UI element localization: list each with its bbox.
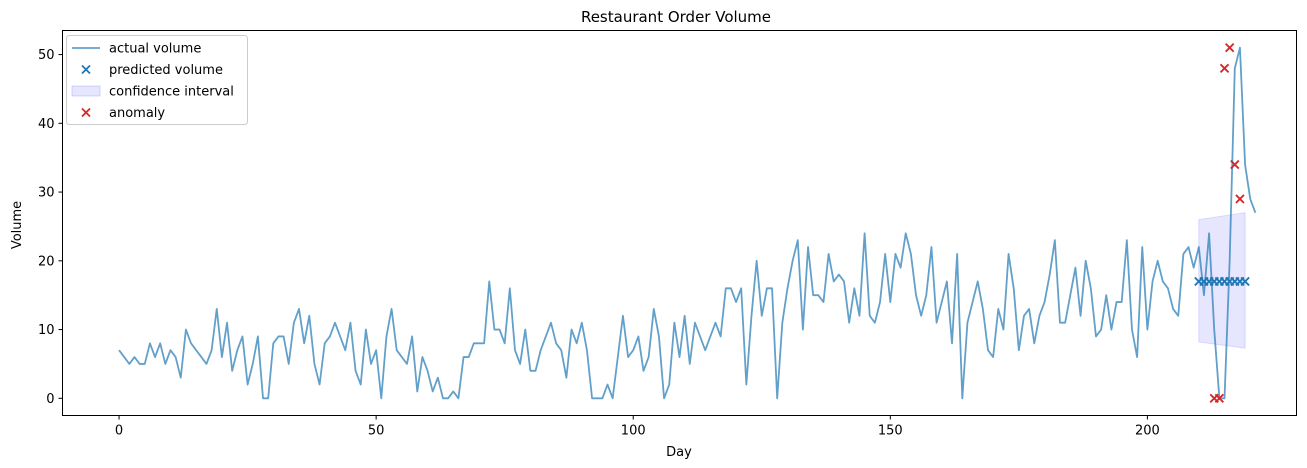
y-tick-label: 40 <box>38 117 55 132</box>
predicted-volume-point <box>1240 276 1250 287</box>
plot-area <box>118 43 1257 403</box>
legend-x-icon <box>81 107 91 118</box>
legend-x-icon <box>81 64 91 75</box>
x-tick-label: 100 <box>621 424 646 439</box>
legend-label: actual volume <box>109 42 201 57</box>
x-tick-label: 200 <box>1135 424 1160 439</box>
x-tick-label: 0 <box>115 424 123 439</box>
anomaly-point <box>1214 393 1225 403</box>
y-tick-label: 20 <box>38 254 55 269</box>
legend-box <box>66 35 248 125</box>
y-axis-label: Volume <box>10 201 25 249</box>
x-axis-label: Day <box>666 445 692 460</box>
y-tick-label: 30 <box>38 186 55 201</box>
chart-title: Restaurant Order Volume <box>581 8 771 26</box>
y-axis: 0 10 20 30 40 50 <box>38 48 63 407</box>
legend-patch-icon <box>71 85 101 97</box>
x-tick-label: 50 <box>368 424 385 439</box>
x-tick-label: 150 <box>878 424 903 439</box>
actual-volume-line <box>118 46 1257 400</box>
y-tick-label: 50 <box>38 48 55 63</box>
legend-label: anomaly <box>109 106 165 121</box>
anomaly-point <box>1235 194 1245 204</box>
legend: actual volume predicted volume confidence … <box>66 35 248 125</box>
anomaly-point <box>1230 159 1240 170</box>
legend-label: predicted volume <box>109 63 223 78</box>
x-axis: 0 50 100 150 200 <box>115 415 1160 439</box>
anomaly-point <box>1225 43 1235 53</box>
y-tick-label: 0 <box>46 392 54 407</box>
anomaly-point <box>1219 63 1230 73</box>
y-tick-label: 10 <box>38 323 55 338</box>
legend-label: confidence interval <box>109 85 234 100</box>
axes-frame <box>62 30 1297 416</box>
